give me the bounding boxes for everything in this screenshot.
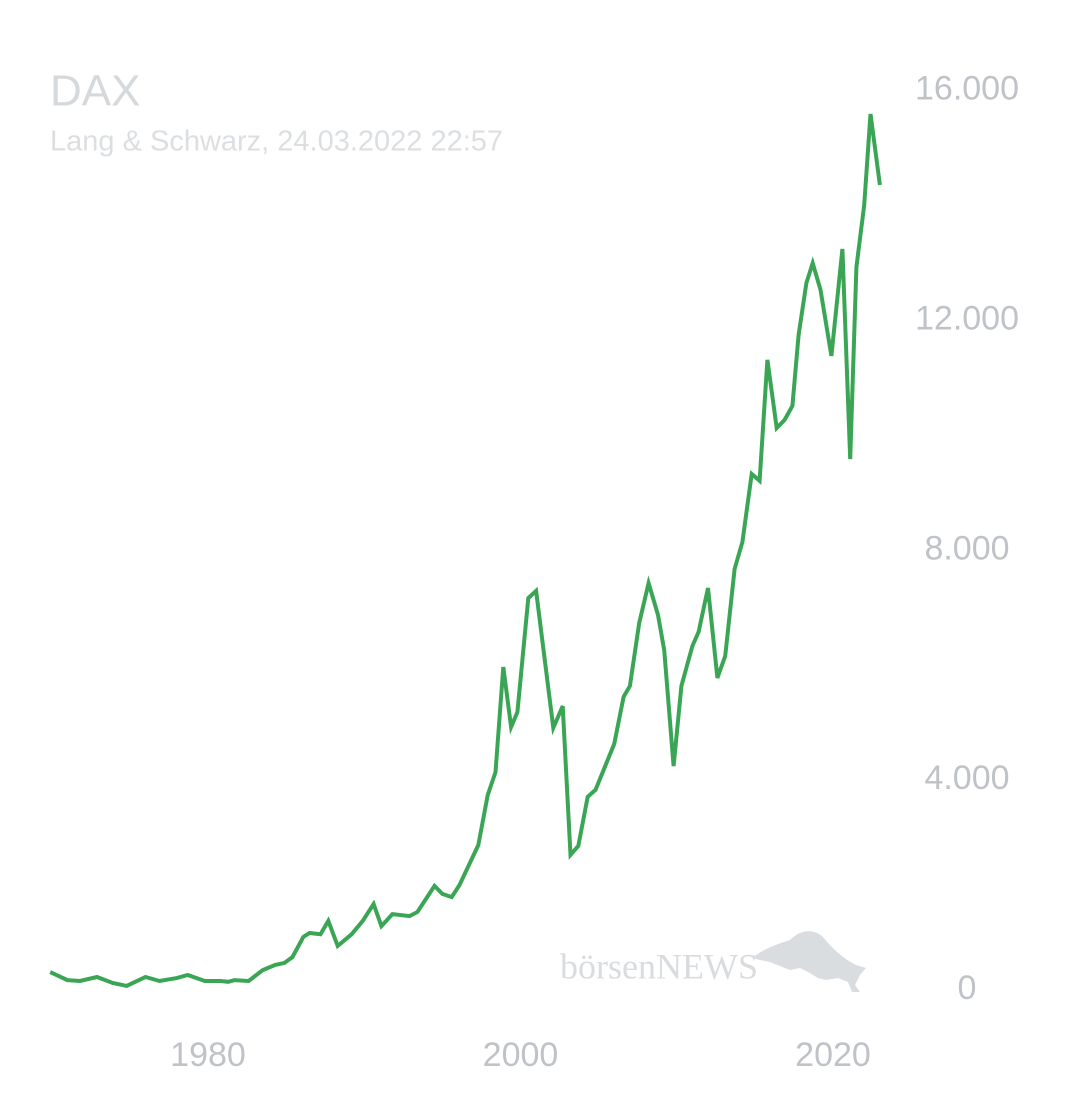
chart-subtitle: Lang & Schwarz, 24.03.2022 22:57 <box>50 126 503 158</box>
watermark: börsenNEWS <box>560 931 866 992</box>
chart-title: DAX <box>50 67 140 116</box>
x-tick-label: 2020 <box>795 1036 871 1074</box>
data-line <box>49 113 882 988</box>
x-tick-label: 1980 <box>170 1036 246 1074</box>
y-tick-label: 4.000 <box>924 759 1009 797</box>
y-tick-label: 12.000 <box>915 300 1019 338</box>
x-tick-label: 2000 <box>483 1036 559 1074</box>
y-tick-label: 16.000 <box>915 70 1019 108</box>
y-tick-label: 8.000 <box>924 529 1009 567</box>
y-tick-label: 0 <box>958 969 977 1007</box>
watermark-bull <box>752 931 866 992</box>
watermark-text: börsenNEWS <box>560 946 758 986</box>
